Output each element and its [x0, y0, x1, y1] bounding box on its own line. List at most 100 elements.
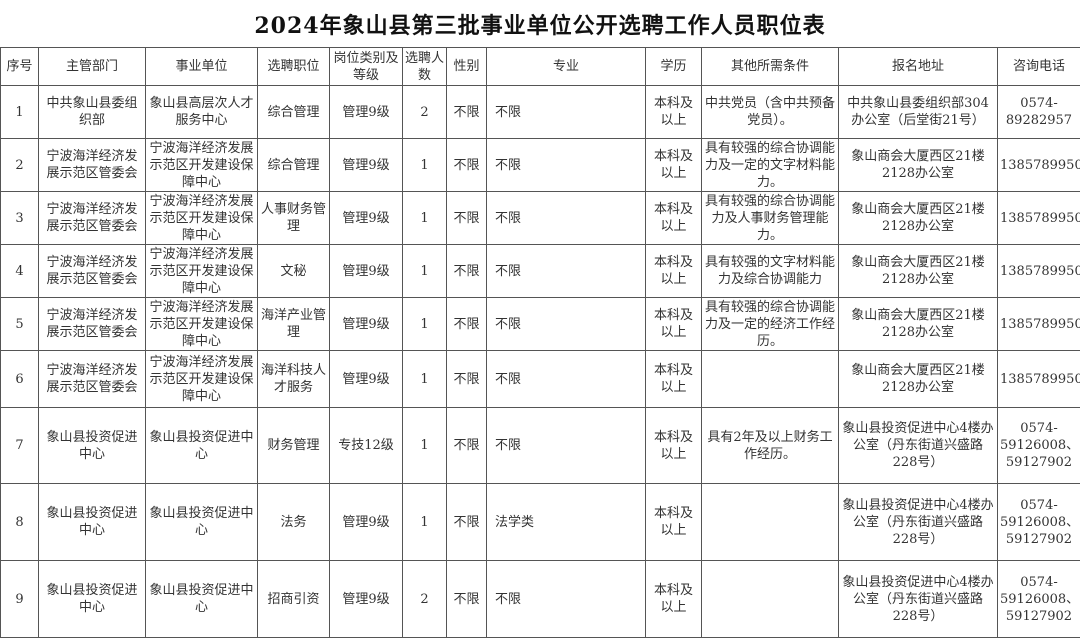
cell-grade: 管理9级 — [330, 192, 403, 245]
cell-position: 海洋科技人才服务 — [258, 351, 330, 408]
cell-phone: 13857899505 — [998, 298, 1080, 351]
page-title: 2024年象山县第三批事业单位公开选聘工作人员职位表 — [0, 8, 1080, 40]
cell-major: 不限 — [487, 408, 646, 484]
cell-address: 象山县投资促进中心4楼办公室（丹东街道兴盛路228号） — [839, 408, 998, 484]
cell-requirements: 具有较强的综合协调能力及一定的文字材料能力。 — [702, 139, 839, 192]
cell-major: 法学类 — [487, 484, 646, 561]
cell-position: 财务管理 — [258, 408, 330, 484]
cell-position: 综合管理 — [258, 139, 330, 192]
cell-requirements: 具有2年及以上财务工作经历。 — [702, 408, 839, 484]
cell-grade: 管理9级 — [330, 351, 403, 408]
cell-position: 招商引资 — [258, 561, 330, 638]
cell-major: 不限 — [487, 192, 646, 245]
header-phone: 咨询电话 — [998, 48, 1080, 86]
cell-seq: 4 — [1, 245, 39, 298]
cell-count: 2 — [403, 561, 447, 638]
position-table: 序号主管部门事业单位选聘职位岗位类别及等级选聘人数性别专业学历其他所需条件报名地… — [0, 47, 1080, 638]
cell-education: 本科及以上 — [646, 484, 702, 561]
cell-department: 宁波海洋经济发展示范区管委会 — [39, 192, 146, 245]
cell-position: 法务 — [258, 484, 330, 561]
cell-seq: 6 — [1, 351, 39, 408]
cell-count: 1 — [403, 298, 447, 351]
cell-grade: 专技12级 — [330, 408, 403, 484]
cell-seq: 2 — [1, 139, 39, 192]
cell-seq: 3 — [1, 192, 39, 245]
cell-major: 不限 — [487, 351, 646, 408]
cell-count: 1 — [403, 245, 447, 298]
cell-gender: 不限 — [447, 245, 487, 298]
cell-position: 海洋产业管理 — [258, 298, 330, 351]
cell-grade: 管理9级 — [330, 86, 403, 139]
cell-unit: 宁波海洋经济发展示范区开发建设保障中心 — [146, 351, 258, 408]
cell-gender: 不限 — [447, 86, 487, 139]
cell-department: 象山县投资促进中心 — [39, 561, 146, 638]
cell-requirements — [702, 484, 839, 561]
header-count: 选聘人数 — [403, 48, 447, 86]
cell-requirements: 具有较强的综合协调能力及一定的经济工作经历。 — [702, 298, 839, 351]
cell-grade: 管理9级 — [330, 298, 403, 351]
cell-education: 本科及以上 — [646, 245, 702, 298]
cell-grade: 管理9级 — [330, 245, 403, 298]
cell-seq: 5 — [1, 298, 39, 351]
cell-requirements — [702, 351, 839, 408]
cell-education: 本科及以上 — [646, 408, 702, 484]
cell-phone: 0574-59126008、59127902 — [998, 484, 1080, 561]
header-grade: 岗位类别及等级 — [330, 48, 403, 86]
table-header-row: 序号主管部门事业单位选聘职位岗位类别及等级选聘人数性别专业学历其他所需条件报名地… — [1, 48, 1080, 86]
cell-address: 象山商会大厦西区21楼2128办公室 — [839, 139, 998, 192]
cell-requirements: 具有较强的文字材料能力及综合协调能力 — [702, 245, 839, 298]
cell-phone: 13857899505 — [998, 139, 1080, 192]
cell-department: 中共象山县委组织部 — [39, 86, 146, 139]
cell-education: 本科及以上 — [646, 561, 702, 638]
cell-address: 中共象山县委组织部304办公室（后堂街21号） — [839, 86, 998, 139]
header-position: 选聘职位 — [258, 48, 330, 86]
cell-grade: 管理9级 — [330, 139, 403, 192]
header-seq: 序号 — [1, 48, 39, 86]
cell-education: 本科及以上 — [646, 139, 702, 192]
cell-grade: 管理9级 — [330, 484, 403, 561]
cell-count: 1 — [403, 139, 447, 192]
cell-requirements — [702, 561, 839, 638]
cell-position: 人事财务管理 — [258, 192, 330, 245]
cell-address: 象山商会大厦西区21楼2128办公室 — [839, 298, 998, 351]
cell-address: 象山县投资促进中心4楼办公室（丹东街道兴盛路228号） — [839, 561, 998, 638]
cell-requirements: 中共党员（含中共预备党员）。 — [702, 86, 839, 139]
cell-unit: 象山县投资促进中心 — [146, 408, 258, 484]
cell-unit: 宁波海洋经济发展示范区开发建设保障中心 — [146, 245, 258, 298]
header-major: 专业 — [487, 48, 646, 86]
cell-count: 1 — [403, 408, 447, 484]
cell-major: 不限 — [487, 561, 646, 638]
cell-department: 象山县投资促进中心 — [39, 484, 146, 561]
cell-department: 象山县投资促进中心 — [39, 408, 146, 484]
cell-address: 象山商会大厦西区21楼2128办公室 — [839, 192, 998, 245]
cell-department: 宁波海洋经济发展示范区管委会 — [39, 351, 146, 408]
cell-education: 本科及以上 — [646, 192, 702, 245]
cell-position: 文秘 — [258, 245, 330, 298]
cell-gender: 不限 — [447, 484, 487, 561]
cell-count: 1 — [403, 351, 447, 408]
cell-gender: 不限 — [447, 351, 487, 408]
cell-unit: 宁波海洋经济发展示范区开发建设保障中心 — [146, 139, 258, 192]
cell-education: 本科及以上 — [646, 86, 702, 139]
cell-unit: 宁波海洋经济发展示范区开发建设保障中心 — [146, 298, 258, 351]
cell-department: 宁波海洋经济发展示范区管委会 — [39, 298, 146, 351]
cell-requirements: 具有较强的综合协调能力及人事财务管理能力。 — [702, 192, 839, 245]
cell-unit: 象山县投资促进中心 — [146, 484, 258, 561]
cell-count: 1 — [403, 192, 447, 245]
cell-phone: 13857899505 — [998, 351, 1080, 408]
cell-seq: 9 — [1, 561, 39, 638]
cell-department: 宁波海洋经济发展示范区管委会 — [39, 245, 146, 298]
cell-seq: 7 — [1, 408, 39, 484]
cell-phone: 0574-59126008、59127902 — [998, 408, 1080, 484]
cell-position: 综合管理 — [258, 86, 330, 139]
cell-major: 不限 — [487, 86, 646, 139]
cell-education: 本科及以上 — [646, 298, 702, 351]
cell-phone: 13857899505 — [998, 192, 1080, 245]
